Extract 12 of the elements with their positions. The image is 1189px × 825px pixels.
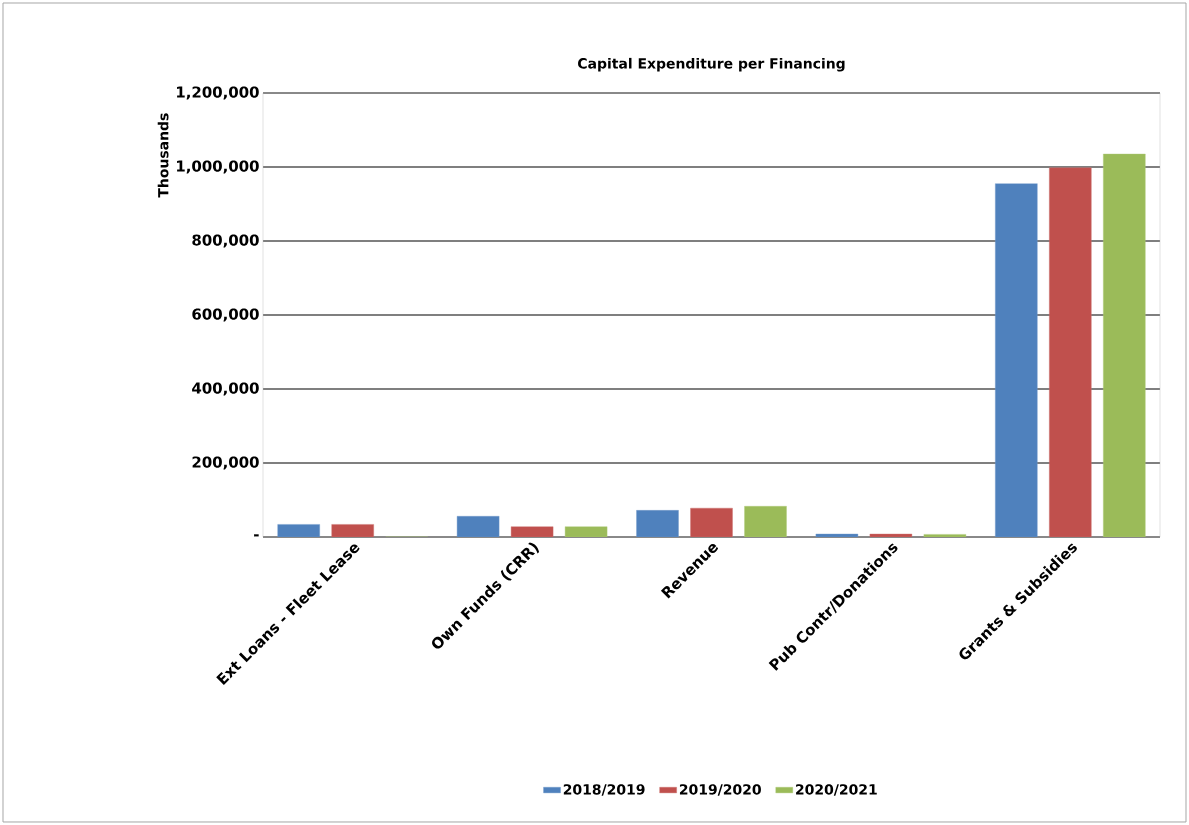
y-tick-label: 1,200,000 [177, 86, 259, 100]
y-tick-label: 600,000 [192, 308, 259, 322]
legend-label: 2019/2020 [679, 784, 761, 796]
y-tick-label: 1,000,000 [177, 160, 259, 174]
y-tick-label: 800,000 [192, 234, 259, 248]
y-tick-label: 200,000 [192, 456, 259, 470]
legend-label: 2018/2019 [563, 784, 645, 796]
y-tick-label: - [254, 534, 259, 537]
legend-label: 2020/2021 [796, 784, 877, 796]
y-axis-title: Thousands [157, 113, 169, 198]
chart-title: Capital Expenditure per Financing [578, 57, 845, 72]
y-tick-label: 400,000 [192, 382, 259, 396]
